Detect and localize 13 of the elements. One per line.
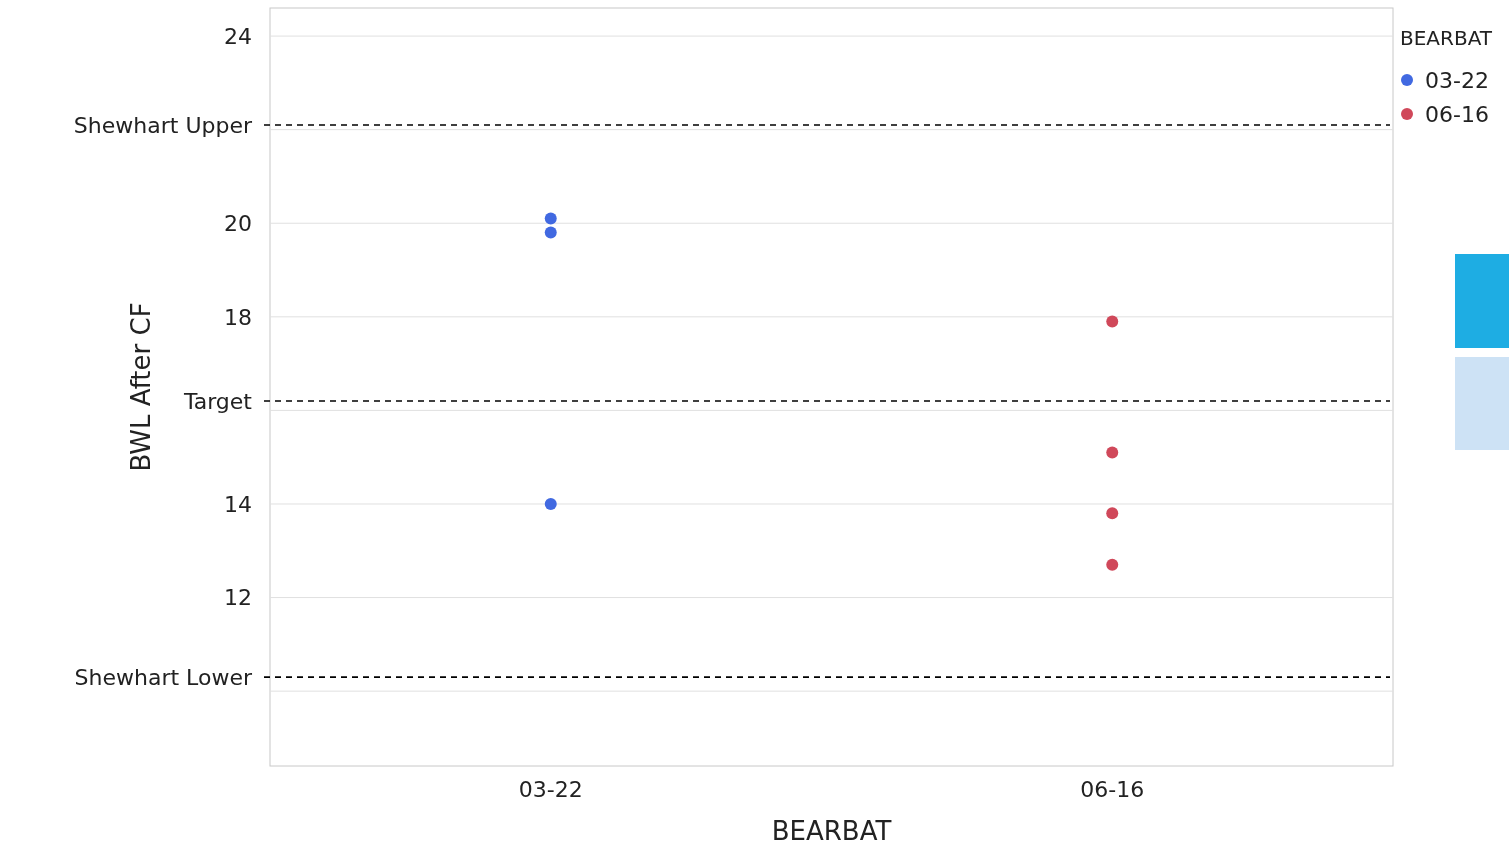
- y-tick-label: 18: [224, 304, 252, 330]
- y-tick-label: 24: [224, 23, 252, 49]
- y-axis-title: BWL After CF: [126, 302, 156, 472]
- ref-line-label: Shewhart Upper: [73, 112, 253, 138]
- legend-label: 06-16: [1425, 101, 1489, 127]
- ref-line-label: Target: [182, 388, 253, 414]
- ref-line-label: Shewhart Lower: [74, 664, 253, 690]
- legend-label: 03-22: [1425, 67, 1489, 93]
- legend-title: BEARBAT: [1400, 26, 1493, 50]
- y-tick-label: 12: [224, 585, 252, 611]
- x-axis-title: BEARBAT: [771, 816, 892, 846]
- y-tick-label: 14: [224, 491, 252, 517]
- y-tick-label: 20: [224, 210, 252, 236]
